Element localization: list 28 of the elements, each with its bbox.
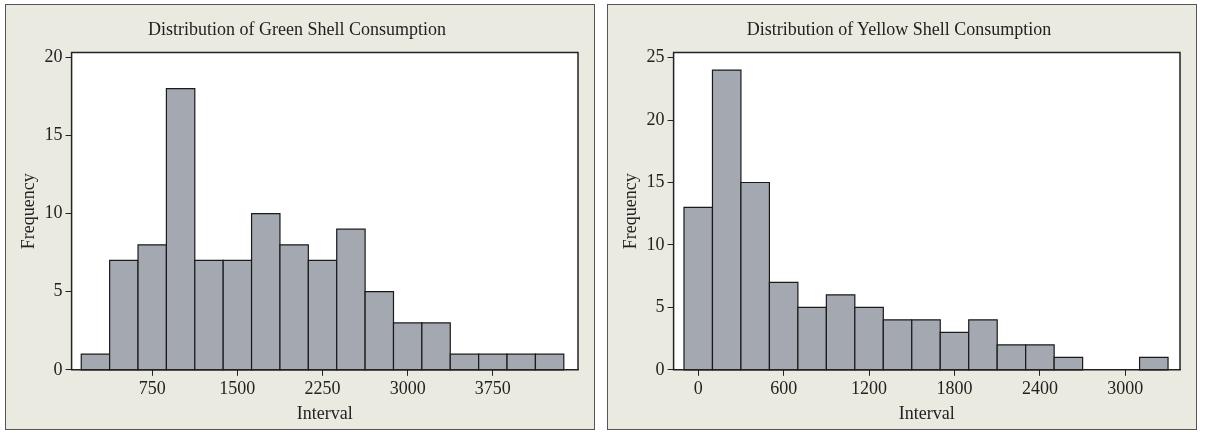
x-tick-label: 3000 — [389, 378, 426, 399]
y-tick-label: 15 — [44, 124, 63, 145]
x-tick-label: 750 — [138, 378, 166, 399]
x-tick-label: 0 — [693, 378, 703, 399]
y-tick-label: 0 — [655, 358, 665, 379]
y-axis-title: Frequency — [17, 173, 38, 250]
x-tick-label: 3000 — [1107, 378, 1144, 399]
y-axis-title: Frequency — [619, 173, 640, 250]
x-tick-label: 3750 — [474, 378, 511, 399]
y-tick-label: 20 — [646, 108, 665, 129]
y-tick-label: 25 — [646, 46, 665, 67]
y-tick-label: 0 — [53, 358, 63, 379]
y-tick-label: 10 — [44, 202, 63, 223]
x-tick-label: 600 — [770, 378, 798, 399]
y-tick-label: 5 — [53, 280, 63, 301]
y-tick-label: 15 — [646, 171, 665, 192]
x-tick-label: 1200 — [851, 378, 888, 399]
y-tick-label: 20 — [44, 46, 63, 67]
chart-title: Distribution of Yellow Shell Consumption — [746, 18, 1052, 39]
x-tick-label: 2250 — [304, 378, 341, 399]
x-axis-title: Interval — [898, 402, 955, 423]
x-axis-title: Interval — [296, 402, 353, 423]
x-tick-label: 1800 — [936, 378, 973, 399]
x-tick-label: 1500 — [219, 378, 256, 399]
x-tick-label: 2400 — [1021, 378, 1058, 399]
y-tick-label: 10 — [646, 233, 665, 254]
chart-title: Distribution of Green Shell Consumption — [148, 18, 446, 39]
y-tick-label: 5 — [655, 296, 665, 317]
